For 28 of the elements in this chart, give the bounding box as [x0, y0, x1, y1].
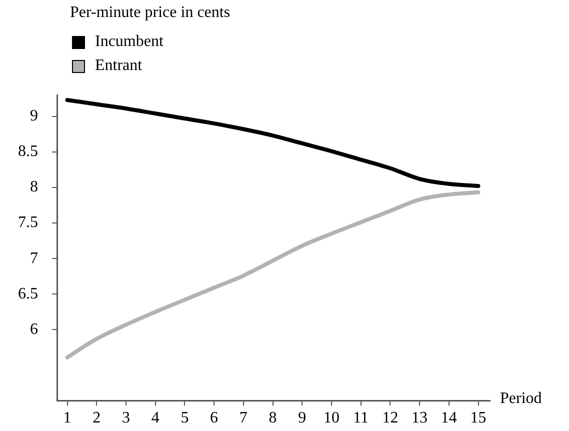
x-tick-label: 7: [239, 410, 248, 427]
x-tick-label: 5: [180, 410, 189, 427]
x-tick-label: 3: [122, 410, 130, 427]
y-tick-label: 6.5: [18, 285, 38, 302]
line-series: [65, 190, 480, 360]
line-series: [65, 98, 480, 188]
x-tick-label: 15: [470, 410, 486, 427]
x-tick-label: 2: [92, 410, 101, 427]
y-tick-label: 8: [30, 178, 38, 196]
x-tick-label: 1: [63, 410, 72, 427]
x-tick-label: 6: [210, 410, 218, 427]
y-axis-title: Per-minute price in cents: [70, 4, 230, 22]
x-tick-label: 8: [268, 410, 277, 427]
y-tick-label: 6: [30, 320, 38, 338]
y-tick-label: 8.5: [18, 143, 38, 160]
y-tick-label: 7: [30, 250, 38, 267]
y-tick-label: 9: [30, 108, 38, 125]
x-tick-label: 9: [298, 410, 306, 427]
x-tick-label: 14: [440, 410, 457, 427]
legend-label: Incumbent: [95, 33, 164, 51]
y-tick-label: 7.5: [18, 214, 38, 232]
legend-label: Entrant: [95, 57, 142, 75]
x-tick-label: 13: [412, 410, 428, 427]
x-tick-label: 10: [323, 410, 340, 427]
x-tick-label: 12: [382, 410, 398, 427]
x-tick-label: 11: [353, 410, 369, 427]
x-axis-title: Period: [500, 390, 542, 408]
x-tick-label: 4: [151, 410, 160, 427]
